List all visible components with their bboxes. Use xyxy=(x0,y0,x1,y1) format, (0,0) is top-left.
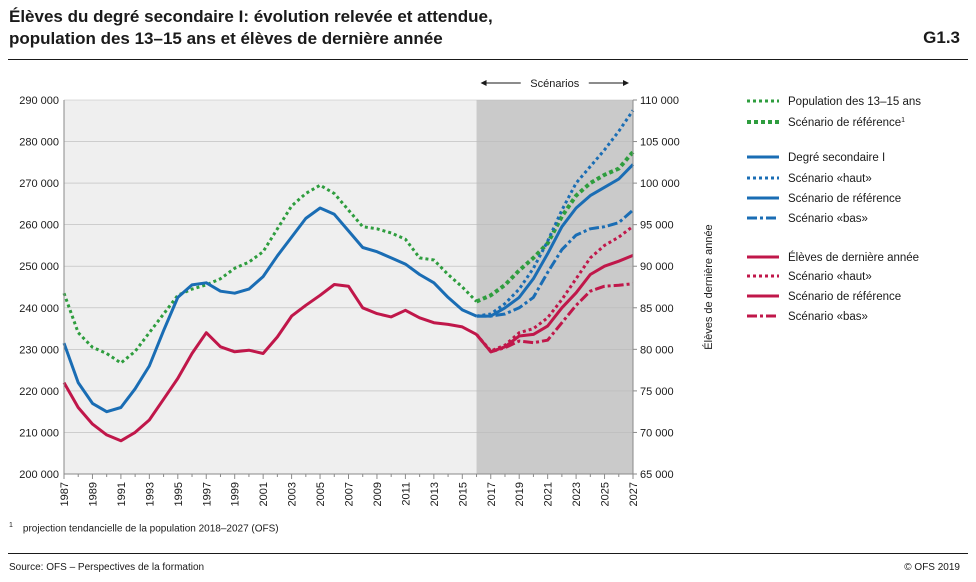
legend-label: Élèves de dernière année xyxy=(788,251,919,264)
footnote: 1 projection tendancielle de la populatio… xyxy=(9,522,279,534)
y-left-tick-label: 200 000 xyxy=(19,469,59,481)
axes: 200 000 210 000 220 000 230 000 240 000 250 0… xyxy=(19,78,715,506)
x-tick-label: 2019 xyxy=(514,482,526,506)
x-tick-label: 2007 xyxy=(344,482,356,506)
x-tick-label: 2003 xyxy=(287,482,299,506)
x-tick-label: 2027 xyxy=(628,482,640,506)
y-right-tick-label: 85 000 xyxy=(640,303,674,315)
series-line-6 xyxy=(62,283,478,443)
x-tick-label: 2021 xyxy=(543,482,555,506)
series-line-9 xyxy=(475,282,634,354)
y-right-tick-label: 80 000 xyxy=(640,344,674,356)
x-tick-label: 1989 xyxy=(87,482,99,506)
legend-label: Scénario «bas» xyxy=(788,311,868,323)
x-tick-label: 1991 xyxy=(116,482,128,506)
copyright-note: © OFS 2019 xyxy=(904,562,960,573)
series-line-5 xyxy=(476,208,634,318)
x-tick-label: 2001 xyxy=(258,482,270,506)
series-line-2 xyxy=(62,206,478,414)
y-left-tick-label: 220 000 xyxy=(19,386,59,398)
y-left-tick-label: 280 000 xyxy=(19,137,59,149)
x-tick-label: 2009 xyxy=(372,482,384,506)
legend-label: Population des 13–15 ans xyxy=(788,96,921,108)
y-left-tick-label: 290 000 xyxy=(19,95,59,107)
x-tick-label: 1999 xyxy=(230,482,242,506)
legend-label: Scénario «haut» xyxy=(788,173,872,185)
x-tick-label: 2025 xyxy=(600,482,612,506)
x-tick-label: 1997 xyxy=(201,482,213,506)
legend-label: Scénario de référence xyxy=(788,193,901,205)
plot-background xyxy=(64,100,633,474)
y-right-tick-label: 100 000 xyxy=(640,178,680,190)
legend-label: Scénario de référence xyxy=(788,291,901,303)
x-tick-label: 1995 xyxy=(173,482,185,506)
footnote-marker: 1 xyxy=(9,522,13,529)
observed-period-background xyxy=(64,100,477,474)
source-note: Source: OFS – Perspectives de la formati… xyxy=(9,562,205,573)
grid-lines xyxy=(64,99,633,475)
scenario-arrowhead-left xyxy=(480,80,487,86)
y-right-tick-label: 65 000 xyxy=(640,469,674,481)
legend-superscript: 1 xyxy=(901,117,905,124)
y-left-tick-label: 270 000 xyxy=(19,178,59,190)
series-lines xyxy=(62,109,635,443)
legend-label: Scénario de référence1 xyxy=(788,117,905,129)
x-tick-label: 2013 xyxy=(429,482,441,506)
x-tick-label: 2005 xyxy=(315,482,327,506)
series-line-8 xyxy=(475,254,634,354)
legend-label: Scénario «bas» xyxy=(788,213,868,225)
y-right-tick-label: 95 000 xyxy=(640,220,674,232)
scenario-arrowhead-right xyxy=(623,80,629,86)
y-left-tick-label: 260 000 xyxy=(19,220,59,232)
graphic-number: G1.3 xyxy=(923,28,960,47)
legend: Population des 13–15 ans Scénario de réfé… xyxy=(747,96,921,323)
y-right-axis-title: Élèves de dernière année xyxy=(702,224,715,349)
y-left-tick-label: 210 000 xyxy=(19,427,59,439)
y-right-tick-label: 110 000 xyxy=(640,95,679,107)
x-tick-label: 2011 xyxy=(400,482,412,506)
chart-title-line-1: Élèves du degré secondaire I: évolution … xyxy=(9,7,493,26)
legend-label: Scénario «haut» xyxy=(788,271,872,283)
series-line-1 xyxy=(475,150,635,304)
series-line-4 xyxy=(476,163,635,318)
series-line-0 xyxy=(62,183,478,365)
chart-title-line-2: population des 13–15 ans et élèves de de… xyxy=(9,29,443,48)
header-divider xyxy=(8,59,968,60)
y-right-tick-label: 70 000 xyxy=(640,427,674,439)
y-left-tick-label: 250 000 xyxy=(19,261,59,273)
y-right-tick-label: 105 000 xyxy=(640,137,680,149)
footnote-text: projection tendancielle de la population… xyxy=(22,523,279,535)
y-right-tick-label: 75 000 xyxy=(640,386,674,398)
footer-divider xyxy=(8,553,968,554)
chart-title: Élèves du degré secondaire I: évolution … xyxy=(9,6,809,50)
x-tick-label: 2023 xyxy=(571,482,583,506)
y-left-tick-label: 240 000 xyxy=(19,303,59,315)
y-left-tick-label: 230 000 xyxy=(19,344,59,356)
y-right-tick-label: 90 000 xyxy=(640,261,674,273)
x-tick-label: 2017 xyxy=(486,482,498,506)
scenario-band-label: Scénarios xyxy=(530,78,579,90)
legend-label: Degré secondaire I xyxy=(788,152,885,164)
x-tick-label: 1987 xyxy=(59,482,71,506)
x-tick-label: 2015 xyxy=(457,482,469,506)
x-tick-label: 1993 xyxy=(144,482,156,506)
